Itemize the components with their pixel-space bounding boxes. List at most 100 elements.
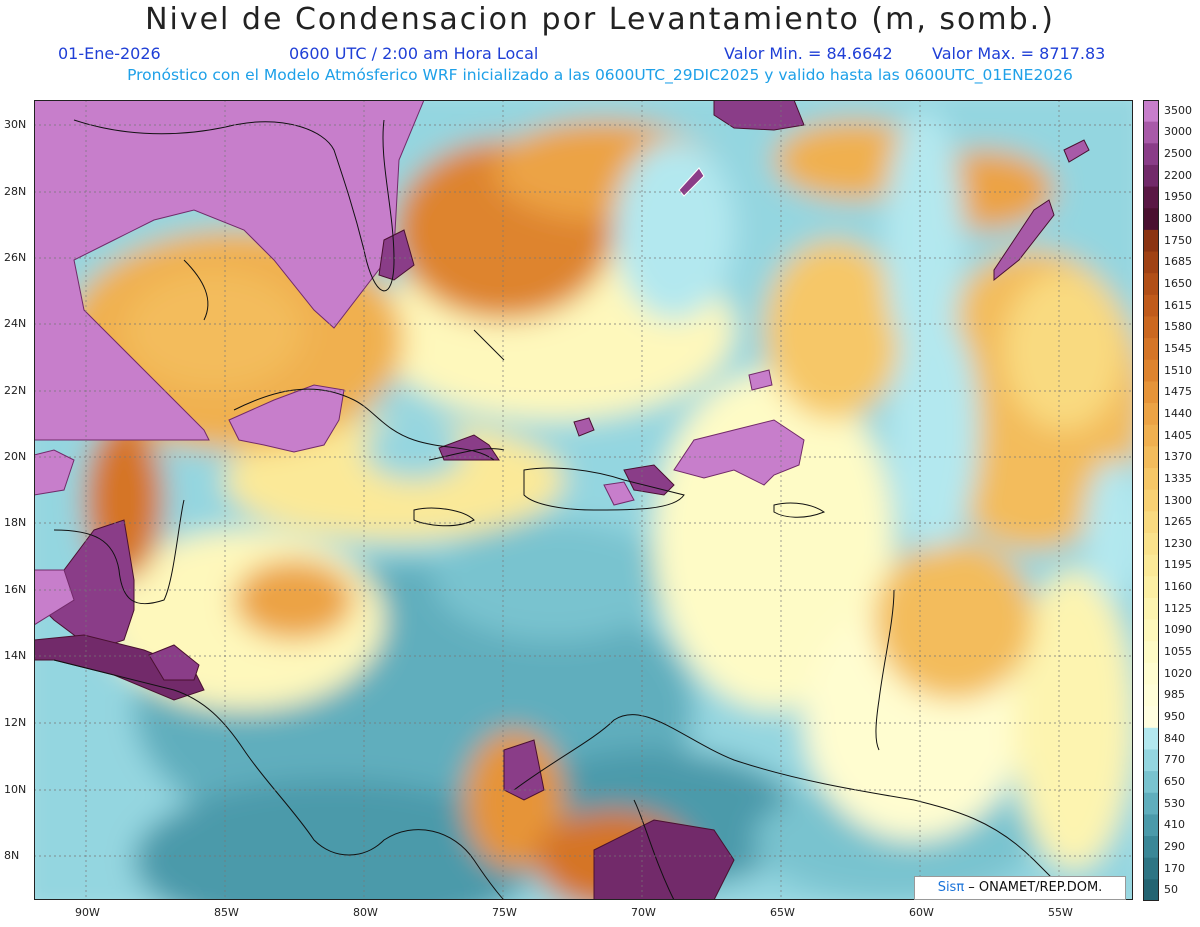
legend-swatch (1143, 814, 1159, 837)
legend-level-label: 650 (1164, 774, 1185, 788)
lat-label: 24N (4, 317, 27, 330)
legend-swatch (1143, 208, 1159, 231)
forecast-time: 0600 UTC / 2:00 am Hora Local (289, 44, 539, 63)
legend-swatch (1143, 381, 1159, 404)
legend-level-label: 1055 (1164, 645, 1192, 659)
legend-level-label: 985 (1164, 688, 1185, 702)
legend-swatch (1143, 273, 1159, 296)
legend-level-label: 1405 (1164, 428, 1192, 442)
shading-layer (34, 100, 1133, 900)
legend-level-label: 3000 (1164, 125, 1192, 139)
legend-swatch (1143, 121, 1159, 144)
lon-label: 90W (75, 906, 100, 919)
lat-label: 8N (4, 849, 20, 862)
legend-level-label: 290 (1164, 839, 1185, 853)
legend-level-label: 410 (1164, 818, 1185, 832)
lat-label: 30N (4, 118, 27, 131)
legend-swatch (1143, 359, 1159, 382)
legend-level-label: 1020 (1164, 666, 1192, 680)
legend-swatch (1143, 771, 1159, 794)
legend-level-label: 1750 (1164, 233, 1192, 247)
legend-level-label: 1125 (1164, 601, 1192, 615)
legend-swatch (1143, 836, 1159, 859)
legend-level-label: 770 (1164, 753, 1185, 767)
lon-label: 75W (492, 906, 517, 919)
min-value: Valor Min. = 84.6642 (724, 44, 893, 63)
legend-swatch (1143, 554, 1159, 577)
legend-level-label: 1580 (1164, 320, 1192, 334)
legend-level-label: 1300 (1164, 493, 1192, 507)
legend-level-label: 530 (1164, 796, 1185, 810)
legend-level-label: 1950 (1164, 190, 1192, 204)
legend-level-label: 1615 (1164, 298, 1192, 312)
legend-level-label: 170 (1164, 861, 1185, 875)
legend-swatch (1143, 186, 1159, 209)
legend-level-label: 1370 (1164, 450, 1192, 464)
legend-level-label: 2200 (1164, 168, 1192, 182)
legend-swatch (1143, 468, 1159, 491)
legend-level-label: 840 (1164, 731, 1185, 745)
lat-label: 28N (4, 185, 27, 198)
map-frame (34, 100, 1133, 900)
legend-swatch (1143, 338, 1159, 361)
lon-label: 70W (631, 906, 656, 919)
legend-swatch (1143, 879, 1159, 901)
lon-label: 80W (353, 906, 378, 919)
legend-level-label: 1800 (1164, 212, 1192, 226)
legend-level-label: 1440 (1164, 406, 1192, 420)
legend-swatch (1143, 727, 1159, 750)
legend-swatch (1143, 100, 1159, 123)
legend-swatch (1143, 294, 1159, 317)
coastlines (53, 119, 1075, 900)
lat-label: 12N (4, 716, 27, 729)
legend-frame (1143, 100, 1159, 901)
high-lcl-regions (34, 100, 1090, 900)
gridlines (34, 100, 1133, 900)
legend-level-label: 1160 (1164, 580, 1192, 594)
legend-swatch (1143, 511, 1159, 534)
legend-level-label: 1650 (1164, 277, 1192, 290)
legend-level-label: 3500 (1164, 103, 1192, 117)
legend-swatch (1143, 143, 1159, 166)
legend-swatch (1143, 403, 1159, 426)
legend-level-label: 1335 (1164, 471, 1192, 485)
legend-swatch (1143, 424, 1159, 447)
legend-swatch (1143, 684, 1159, 707)
lon-label: 85W (214, 906, 239, 919)
legend-swatch (1143, 749, 1159, 772)
legend-swatch (1143, 619, 1159, 642)
lcl-map (34, 100, 1133, 900)
legend-swatch (1143, 229, 1159, 253)
sispi-logo-text: Sisπ (937, 880, 965, 895)
legend-swatch (1143, 532, 1159, 556)
lat-label: 18N (4, 516, 27, 529)
legend-level-label: 1265 (1164, 515, 1192, 529)
forecast-date: 01-Ene-2026 (58, 44, 161, 63)
legend-level-label: 1195 (1164, 558, 1192, 572)
lat-label: 26N (4, 251, 27, 264)
lat-label: 14N (4, 649, 27, 662)
legend-swatch (1143, 316, 1159, 339)
forecast-info: Pronóstico con el Modelo Atmósferico WRF… (127, 66, 1073, 84)
credit-text: – ONAMET/REP.DOM. (964, 880, 1103, 895)
legend-swatch (1143, 597, 1159, 621)
legend-swatch (1143, 662, 1159, 686)
legend-swatch (1143, 857, 1159, 880)
lat-label: 22N (4, 384, 27, 397)
legend-swatch (1143, 164, 1159, 188)
legend-level-label: 1230 (1164, 536, 1192, 550)
legend-level-label: 50 (1164, 883, 1178, 897)
color-legend (1143, 100, 1159, 901)
legend-swatch (1143, 792, 1159, 815)
lon-label: 55W (1048, 906, 1073, 919)
legend-level-label: 1090 (1164, 623, 1192, 637)
legend-swatch (1143, 251, 1159, 274)
legend-swatch (1143, 641, 1159, 664)
legend-level-label: 1510 (1164, 363, 1192, 377)
credit-badge: Sisπ – ONAMET/REP.DOM. (914, 876, 1126, 900)
map-title: Nivel de Condensacion por Levantamiento … (145, 2, 1055, 37)
lat-label: 20N (4, 450, 27, 463)
legend-level-label: 1545 (1164, 341, 1192, 355)
lon-label: 60W (909, 906, 934, 919)
lon-label: 65W (770, 906, 795, 919)
